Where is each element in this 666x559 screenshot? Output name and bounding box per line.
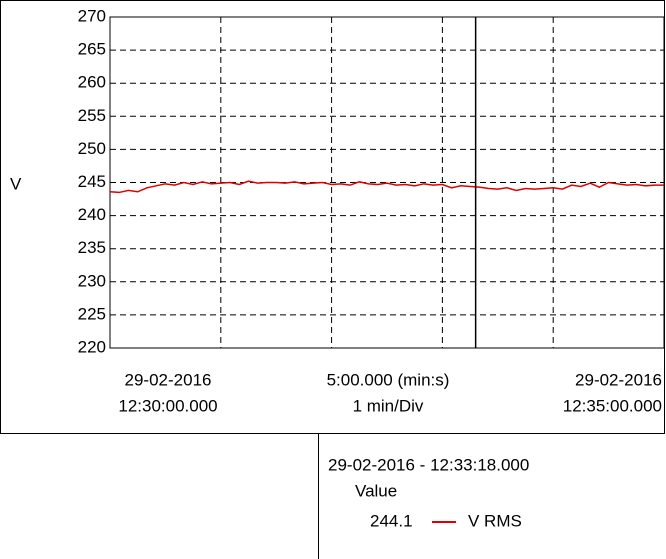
- y-tick-label: 230: [78, 271, 106, 290]
- cursor-header: Value: [355, 481, 397, 500]
- y-tick-label: 240: [78, 205, 106, 224]
- legend-label: V RMS: [468, 511, 522, 530]
- x-end-date: 29-02-2016: [575, 370, 662, 389]
- y-tick-label: 225: [78, 304, 106, 323]
- series-line: [109, 180, 664, 194]
- x-end-time: 12:35:00.000: [563, 396, 662, 415]
- y-axis-label: V: [10, 174, 22, 193]
- x-div: 1 min/Div: [353, 396, 424, 415]
- y-tick-label: 235: [78, 238, 106, 257]
- y-tick-label: 260: [78, 73, 106, 92]
- cursor-label: 29-02-2016 - 12:33:18.000: [328, 455, 529, 474]
- x-span: 5:00.000 (min:s): [327, 370, 450, 389]
- y-tick-label: 220: [78, 337, 106, 356]
- y-tick-label: 270: [78, 6, 106, 25]
- y-tick-label: 250: [78, 139, 106, 158]
- x-start-date: 29-02-2016: [125, 370, 212, 389]
- y-tick-label: 255: [78, 106, 106, 125]
- y-tick-label: 265: [78, 40, 106, 59]
- cursor-value: 244.1: [370, 511, 413, 530]
- x-start-time: 12:30:00.000: [118, 396, 217, 415]
- y-tick-label: 245: [78, 172, 106, 191]
